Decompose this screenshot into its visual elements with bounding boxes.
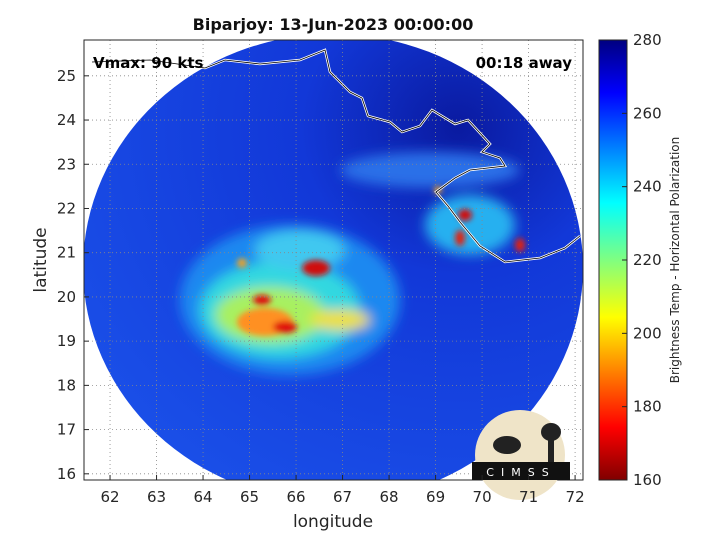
y-tick-label: 24 <box>57 111 76 129</box>
colorbar-tick-label: 240 <box>633 178 662 196</box>
colorbar-tick-label: 160 <box>633 471 662 489</box>
colorbar-tick-label: 220 <box>633 251 662 269</box>
x-tick-label: 62 <box>100 488 119 506</box>
y-tick-label: 17 <box>57 421 76 439</box>
x-tick-label: 68 <box>380 488 399 506</box>
y-tick-label: 16 <box>57 465 76 483</box>
x-tick-label: 65 <box>240 488 259 506</box>
x-tick-label: 69 <box>426 488 445 506</box>
x-tick-label: 66 <box>287 488 306 506</box>
x-tick-label: 72 <box>566 488 585 506</box>
y-tick-label: 19 <box>57 332 76 350</box>
y-tick-label: 21 <box>57 244 76 262</box>
colorbar-label: Brightness Temp - Horizontal Polarizatio… <box>668 137 682 384</box>
colorbar-tick-label: 280 <box>633 31 662 49</box>
swath-image <box>84 40 583 480</box>
cimss-logo: CIMSS <box>472 410 570 500</box>
y-tick-label: 22 <box>57 199 76 217</box>
logo-text: CIMSS <box>486 466 555 479</box>
chart-title: Biparjoy: 13-Jun-2023 00:00:00 <box>193 15 474 34</box>
y-tick-label: 20 <box>57 288 76 306</box>
x-axis-label: longitude <box>293 512 373 532</box>
y-axis-label: latitude <box>31 227 51 292</box>
x-tick-label: 63 <box>147 488 166 506</box>
annotation: 00:18 away <box>476 54 573 72</box>
x-tick-label: 67 <box>333 488 352 506</box>
y-tick-label: 18 <box>57 376 76 394</box>
x-tick-label: 64 <box>194 488 213 506</box>
plot-frame <box>83 39 584 481</box>
x-tick-label: 71 <box>519 488 538 506</box>
grid <box>84 40 583 480</box>
y-tick-label: 23 <box>57 155 76 173</box>
y-tick-label: 25 <box>57 67 76 85</box>
x-tick-label: 70 <box>473 488 492 506</box>
colorbar-tick-label: 200 <box>633 324 662 342</box>
colorbar-tick-label: 180 <box>633 398 662 416</box>
annotation: Vmax: 90 kts <box>93 54 203 72</box>
colorbar-tick-label: 260 <box>633 104 662 122</box>
